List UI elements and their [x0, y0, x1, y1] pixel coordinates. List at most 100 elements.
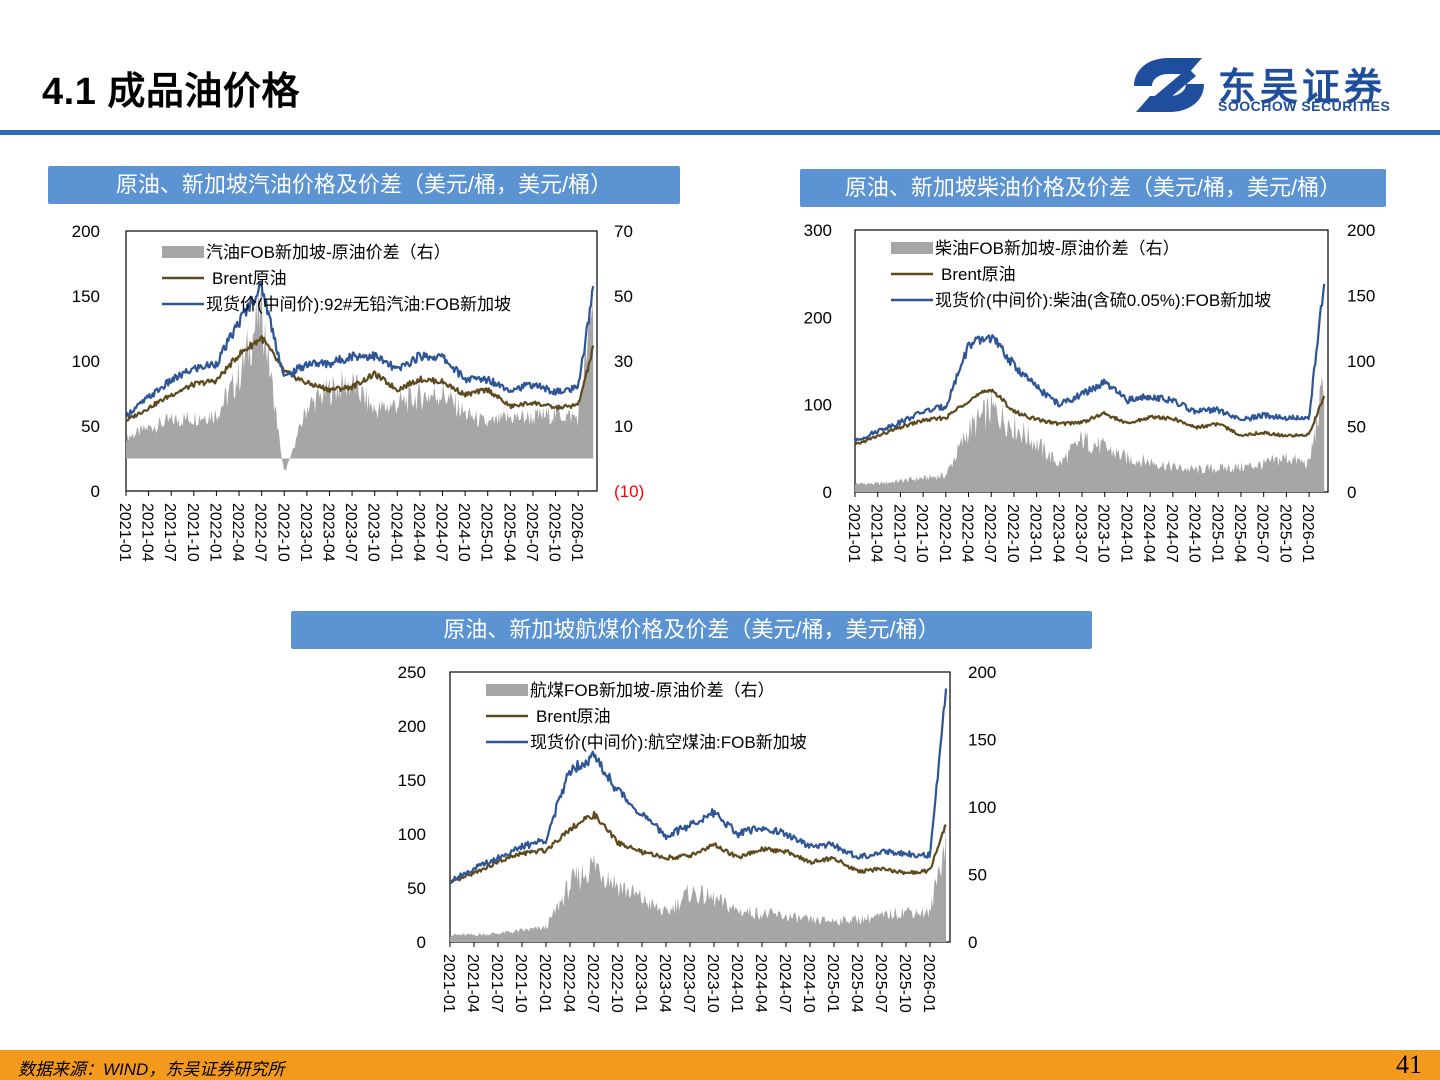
chart-1-plot-frame [125, 230, 598, 492]
chart-1-series-line-product [125, 280, 595, 418]
chart-3-x-tick-label: 2023-10 [704, 954, 721, 1013]
chart-2-x-tick-label: 2021-10 [913, 504, 930, 563]
chart-3-x-tick-label: 2021-04 [464, 954, 481, 1013]
chart-2-x-tick-label: 2023-04 [1049, 504, 1066, 563]
chart-2-x-tick-label: 2024-01 [1117, 504, 1134, 563]
chart-2-legend-label: 柴油FOB新加坡-原油价差（右） [935, 239, 1180, 258]
chart-1-y-left-tick-label: 150 [72, 287, 100, 306]
chart-2-series-spread-area [855, 376, 1325, 492]
logo-chinese-name: 东吴证券 [1218, 67, 1387, 109]
chart-2-y-right-tick-label: 200 [1347, 221, 1375, 240]
chart-3-series-line-brent [449, 810, 947, 885]
chart-1-x-tick-label: 2023-07 [342, 503, 359, 562]
chart-1-legend-label: 汽油FOB新加坡-原油价差（右） [206, 243, 451, 262]
chart-2-legend-label: Brent原油 [941, 265, 1016, 284]
chart-3-y-right-tick-label: 200 [968, 663, 996, 682]
chart-1-x-tick-label: 2023-01 [297, 503, 314, 562]
chart-3-x-tick-label: 2025-07 [872, 954, 889, 1013]
chart-2-x-tick-label: 2021-07 [890, 504, 907, 563]
chart-1-x-tick-label: 2025-10 [546, 503, 563, 562]
chart-3-y-right-tick-label: 150 [968, 731, 996, 750]
chart-2-x-tick-label: 2023-01 [1027, 504, 1044, 563]
chart-2-y-right-tick-label: 100 [1347, 352, 1375, 371]
page-number: 41 [1396, 1050, 1422, 1079]
chart-3-x-tick-label: 2023-04 [656, 954, 673, 1013]
data-source-note: 数据来源：WIND，东吴证券研究所 [18, 1060, 285, 1079]
chart-3-x-tick-label: 2025-01 [824, 954, 841, 1013]
chart-3-x-tick-label: 2021-10 [512, 954, 529, 1013]
chart-2-x-tick-label: 2026-01 [1299, 504, 1316, 563]
chart-1-legend-label: 现货价(中间价):92#无铅汽油:FOB新加坡 [206, 295, 511, 314]
chart-1-x-tick-label: 2023-04 [319, 503, 336, 562]
chart-1-y-right-tick-label: 30 [614, 352, 633, 371]
chart-2-y-right-tick-label: 150 [1347, 287, 1375, 306]
chart-1-x-tick-label: 2026-01 [568, 503, 585, 562]
chart-2-y-left-tick-label: 100 [804, 396, 832, 415]
title-rule [0, 130, 1440, 135]
chart-2-x-tick-label: 2024-10 [1186, 504, 1203, 563]
chart-2-legend-swatch-spread [891, 242, 933, 254]
chart-2-x-tick-label: 2025-04 [1231, 504, 1248, 563]
chart-2-y-right-tick-label: 0 [1347, 483, 1356, 502]
chart-3-x-tick-label: 2022-07 [584, 954, 601, 1013]
chart-3-x-tick-label: 2022-04 [560, 954, 577, 1013]
chart-1-y-right-tick-label: 70 [614, 222, 633, 241]
chart-1-x-tick-label: 2025-04 [500, 503, 517, 562]
chart-3-header: 原油、新加坡航煤价格及价差（美元/桶，美元/桶） [291, 611, 1092, 649]
chart-3-y-left-tick-label: 150 [398, 771, 426, 790]
chart-3-x-tick-label: 2026-01 [920, 954, 937, 1013]
page-title: 4.1 成品油价格 [42, 71, 300, 113]
chart-2-x-tick-label: 2021-04 [868, 504, 885, 563]
chart-3-x-tick-label: 2025-04 [848, 954, 865, 1013]
chart-3-x-tick-label: 2025-10 [896, 954, 913, 1013]
chart-1-y-right-tick-label: (10) [614, 482, 644, 501]
chart-3-x-tick-label: 2021-01 [440, 954, 457, 1013]
chart-2-plot-frame [854, 229, 1329, 493]
chart-2-x-tick-label: 2023-10 [1095, 504, 1112, 563]
chart-1-x-tick-label: 2024-10 [455, 503, 472, 562]
chart-3-legend-label: 现货价(中间价):航空煤油:FOB新加坡 [530, 733, 807, 752]
chart-2-x-tick-label: 2021-01 [845, 504, 862, 563]
chart-1-x-tick-label: 2024-07 [433, 503, 450, 562]
chart-3-y-left-tick-label: 200 [398, 717, 426, 736]
charts-canvas: 0 50 100 150 200 (10) 10 30 50 70 2021-01 2021-04 20… [72, 221, 1376, 1013]
chart-1-x-tick-label: 2024-04 [410, 503, 427, 562]
chart-3-x-tick-label: 2022-10 [608, 954, 625, 1013]
chart-1-y-left-tick-label: 0 [91, 482, 100, 501]
chart-3-x-tick-label: 2024-04 [752, 954, 769, 1013]
chart-1-x-tick-label: 2021-01 [116, 503, 133, 562]
chart-1-y-right-tick-label: 10 [614, 417, 633, 436]
logo-english-name: SOOCHOW SECURITIES [1218, 98, 1391, 114]
chart-1-x-tick-label: 2025-01 [478, 503, 495, 562]
chart-1-legend-label: Brent原油 [212, 269, 287, 288]
chart-3-y-left-tick-label: 250 [398, 663, 426, 682]
chart-3-legend-swatch-spread [486, 684, 528, 696]
chart-2-header: 原油、新加坡柴油价格及价差（美元/桶，美元/桶） [800, 169, 1386, 207]
chart-1-x-tick-label: 2021-04 [139, 503, 156, 562]
chart-3-legend-label: Brent原油 [536, 707, 611, 726]
chart-1-x-tick-label: 2021-10 [184, 503, 201, 562]
chart-3-x-tick-label: 2023-01 [632, 954, 649, 1013]
chart-1-y-left-tick-label: 200 [72, 222, 100, 241]
chart-2-x-tick-label: 2025-01 [1208, 504, 1225, 563]
chart-2-x-tick-label: 2022-10 [1004, 504, 1021, 563]
chart-2-series-line-brent [854, 388, 1326, 446]
chart-1-y-left-tick-label: 100 [72, 352, 100, 371]
chart-1-y-right-tick-label: 50 [614, 287, 633, 306]
chart-1-header: 原油、新加坡汽油价格及价差（美元/桶，美元/桶） [48, 166, 680, 204]
company-logo: 东吴证券 SOOCHOW SECURITIES [1132, 56, 1412, 118]
chart-1-series-spread-area [126, 274, 594, 471]
chart-3-x-tick-label: 2023-07 [680, 954, 697, 1013]
chart-3-y-right-tick-label: 0 [968, 933, 977, 952]
chart-3-y-left-tick-label: 100 [398, 825, 426, 844]
chart-1-x-tick-label: 2022-07 [252, 503, 269, 562]
chart-3-y-left-tick-label: 50 [407, 879, 426, 898]
chart-1-x-tick-label: 2025-07 [523, 503, 540, 562]
chart-2-x-tick-label: 2024-07 [1163, 504, 1180, 563]
chart-3-y-right-tick-label: 100 [968, 798, 996, 817]
chart-3-series-line-product [449, 688, 948, 883]
chart-2-x-tick-label: 2025-07 [1254, 504, 1271, 563]
chart-1-x-tick-label: 2022-04 [229, 503, 246, 562]
footer-bar [0, 1050, 1440, 1080]
logo-mark-icon [1134, 58, 1204, 112]
